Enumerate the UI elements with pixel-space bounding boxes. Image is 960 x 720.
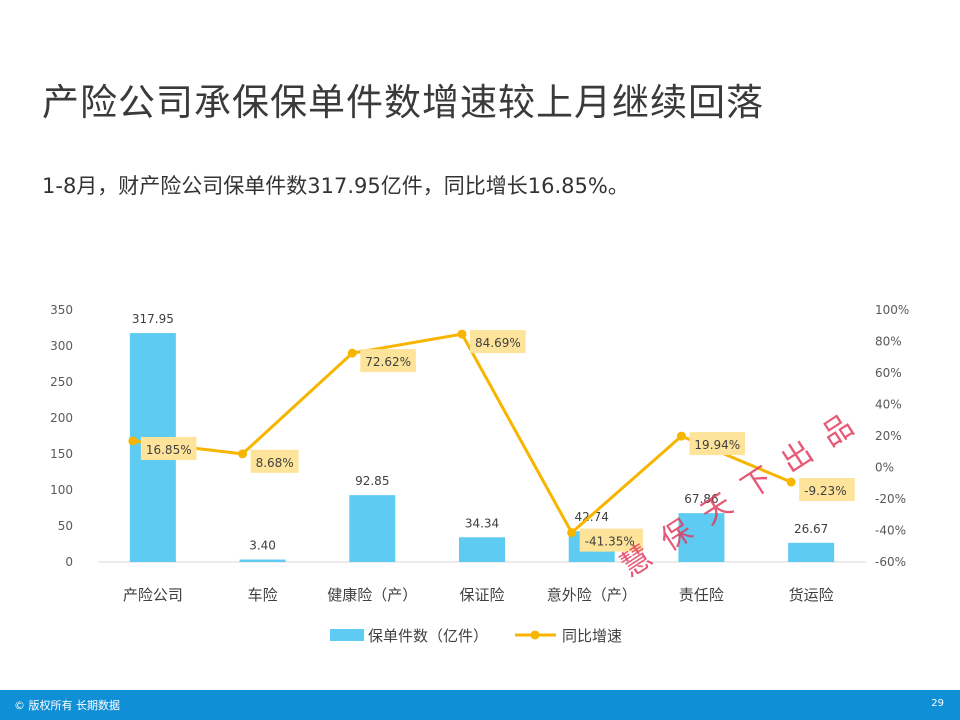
left-tick-label: 200	[50, 411, 73, 425]
copyright-text: © 版权所有 长期数据	[14, 699, 120, 712]
line-point	[347, 348, 357, 358]
growth-value-label: 8.68%	[256, 456, 294, 470]
right-tick-label: -40%	[875, 524, 906, 538]
growth-value-label: 72.62%	[365, 355, 411, 369]
bar-data-labels: 317.95 3.40 92.85 34.34 42.74 67.86 26.67	[132, 312, 828, 552]
x-category-label: 意外险（产）	[547, 586, 637, 604]
bar	[678, 513, 725, 562]
left-tick-label: 0	[65, 555, 73, 569]
x-category-label: 健康险（产）	[327, 586, 417, 604]
bar-value-label: 26.67	[794, 522, 828, 536]
right-tick-label: 80%	[875, 335, 902, 349]
left-tick-label: 350	[50, 303, 73, 317]
legend-line-marker	[530, 630, 540, 640]
growth-value-label: -41.35%	[585, 535, 635, 549]
right-tick-label: 100%	[875, 303, 909, 317]
bar-value-label: 42.74	[575, 510, 609, 524]
x-category-label: 责任险	[679, 586, 724, 604]
growth-label-bg	[360, 349, 416, 373]
combo-chart: 0 50 100 150 200 250 300 350 -60% -40% -20% 0% 20% 4…	[50, 303, 909, 645]
left-tick-label: 300	[50, 339, 73, 353]
x-axis-categories: 产险公司 车险 健康险（产） 保证险 意外险（产） 责任险 货运险	[123, 586, 834, 604]
legend: 保单件数（亿件） 同比增速	[330, 627, 622, 645]
footer-bar: © 版权所有 长期数据 29	[0, 690, 960, 720]
growth-line-points	[128, 329, 796, 538]
right-tick-label: 40%	[875, 398, 902, 412]
bar	[239, 559, 286, 562]
line-point	[786, 477, 796, 487]
bar	[788, 542, 835, 562]
growth-data-labels: 16.85% 8.68% 72.62% 84.69% -41.35% 19.94% -9.2…	[140, 330, 855, 552]
line-point	[676, 431, 686, 441]
bar-value-label: 3.40	[249, 539, 276, 553]
growth-value-label: 16.85%	[146, 443, 192, 457]
left-tick-label: 250	[50, 375, 73, 389]
line-point	[128, 436, 138, 446]
legend-bar-swatch	[330, 629, 364, 641]
x-category-label: 保证险	[459, 586, 504, 604]
bar-value-label: 67.86	[684, 492, 718, 506]
growth-value-label: -9.23%	[804, 484, 846, 498]
left-tick-label: 100	[50, 483, 73, 497]
legend-bar-label: 保单件数（亿件）	[368, 627, 488, 645]
growth-label-bg	[140, 436, 197, 460]
growth-label-bg	[689, 432, 746, 456]
line-point	[567, 528, 577, 538]
right-axis-ticks: -60% -40% -20% 0% 20% 40% 60% 80% 100%	[875, 303, 909, 569]
page-number: 29	[931, 698, 944, 709]
bar-value-label: 92.85	[355, 474, 389, 488]
growth-value-label: 19.94%	[694, 438, 740, 452]
growth-label-bg	[250, 449, 299, 473]
growth-label-bg	[579, 528, 643, 552]
right-tick-label: 60%	[875, 366, 902, 380]
growth-label-bg	[470, 330, 526, 354]
x-category-label: 产险公司	[123, 586, 183, 604]
right-tick-label: 0%	[875, 461, 894, 475]
x-category-label: 车险	[248, 586, 278, 604]
right-tick-label: -60%	[875, 555, 906, 569]
growth-value-label: 84.69%	[475, 336, 521, 350]
legend-line-label: 同比增速	[562, 627, 622, 645]
growth-label-bg	[799, 478, 855, 502]
bar	[349, 495, 396, 562]
left-tick-label: 150	[50, 447, 73, 461]
x-category-label: 货运险	[789, 586, 834, 604]
page-subtitle: 1-8月，财产险公司保单件数317.95亿件，同比增长16.85%。	[42, 174, 629, 198]
line-point	[238, 449, 248, 459]
left-tick-label: 50	[58, 519, 73, 533]
left-axis-ticks: 0 50 100 150 200 250 300 350	[50, 303, 73, 569]
bar	[459, 537, 505, 562]
right-tick-label: 20%	[875, 429, 902, 443]
line-point	[457, 329, 467, 339]
bar-value-label: 317.95	[132, 312, 174, 326]
bar-value-label: 34.34	[465, 516, 499, 530]
right-tick-label: -20%	[875, 492, 906, 506]
page-title: 产险公司承保保单件数增速较上月继续回落	[42, 81, 764, 124]
